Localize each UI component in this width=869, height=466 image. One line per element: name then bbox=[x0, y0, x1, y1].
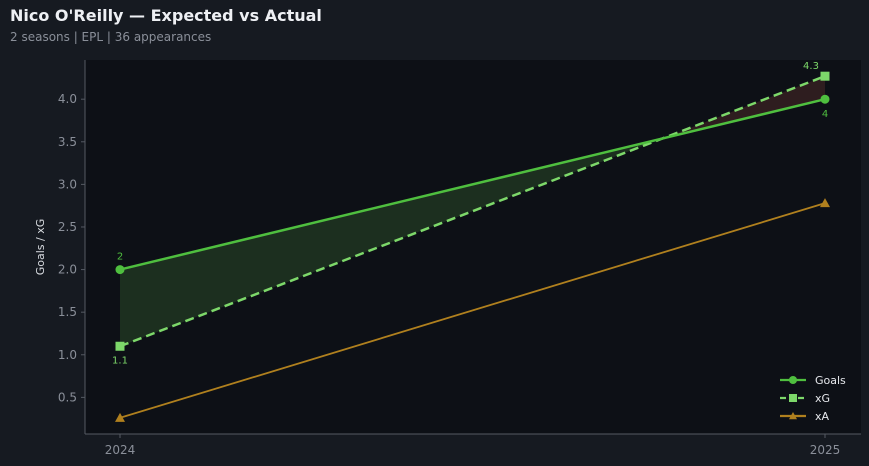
chart-subtitle: 2 seasons | EPL | 36 appearances bbox=[10, 30, 212, 44]
x-tick-label: 2025 bbox=[810, 443, 841, 457]
xg-point bbox=[115, 341, 125, 351]
xa-line bbox=[119, 202, 826, 419]
xa-point bbox=[820, 198, 830, 208]
chart-title: Nico O'Reilly — Expected vs Actual bbox=[10, 6, 322, 25]
y-tick-label: 2.5 bbox=[58, 220, 77, 234]
y-tick-label: 1.5 bbox=[58, 305, 77, 319]
legend-goals-label: Goals bbox=[815, 374, 846, 387]
xg-data-label: 4.3 bbox=[803, 61, 819, 72]
legend-goals-marker bbox=[789, 376, 797, 384]
xg-data-label: 1.1 bbox=[112, 355, 128, 366]
y-tick-label: 0.5 bbox=[58, 390, 77, 404]
y-tick-label: 3.0 bbox=[58, 177, 77, 191]
x-tick-label: 2024 bbox=[105, 443, 136, 457]
xa-point bbox=[115, 412, 125, 422]
y-tick-label: 3.5 bbox=[58, 135, 77, 149]
y-tick-label: 2.0 bbox=[58, 263, 77, 277]
goals-point bbox=[115, 265, 125, 275]
y-axis-label: Goals / xG bbox=[34, 219, 47, 276]
legend-xg-marker bbox=[789, 394, 797, 402]
goals-data-label: 4 bbox=[822, 109, 828, 120]
y-tick-label: 1.0 bbox=[58, 348, 77, 362]
goals-data-label: 2 bbox=[117, 252, 123, 263]
legend-xa-marker bbox=[789, 412, 797, 420]
goals-point bbox=[820, 94, 830, 104]
legend-xa-label: xA bbox=[815, 410, 830, 423]
goals-line bbox=[119, 97, 826, 271]
xg-point bbox=[820, 71, 830, 81]
y-tick-label: 4.0 bbox=[58, 92, 77, 106]
legend-xg-label: xG bbox=[815, 392, 830, 405]
